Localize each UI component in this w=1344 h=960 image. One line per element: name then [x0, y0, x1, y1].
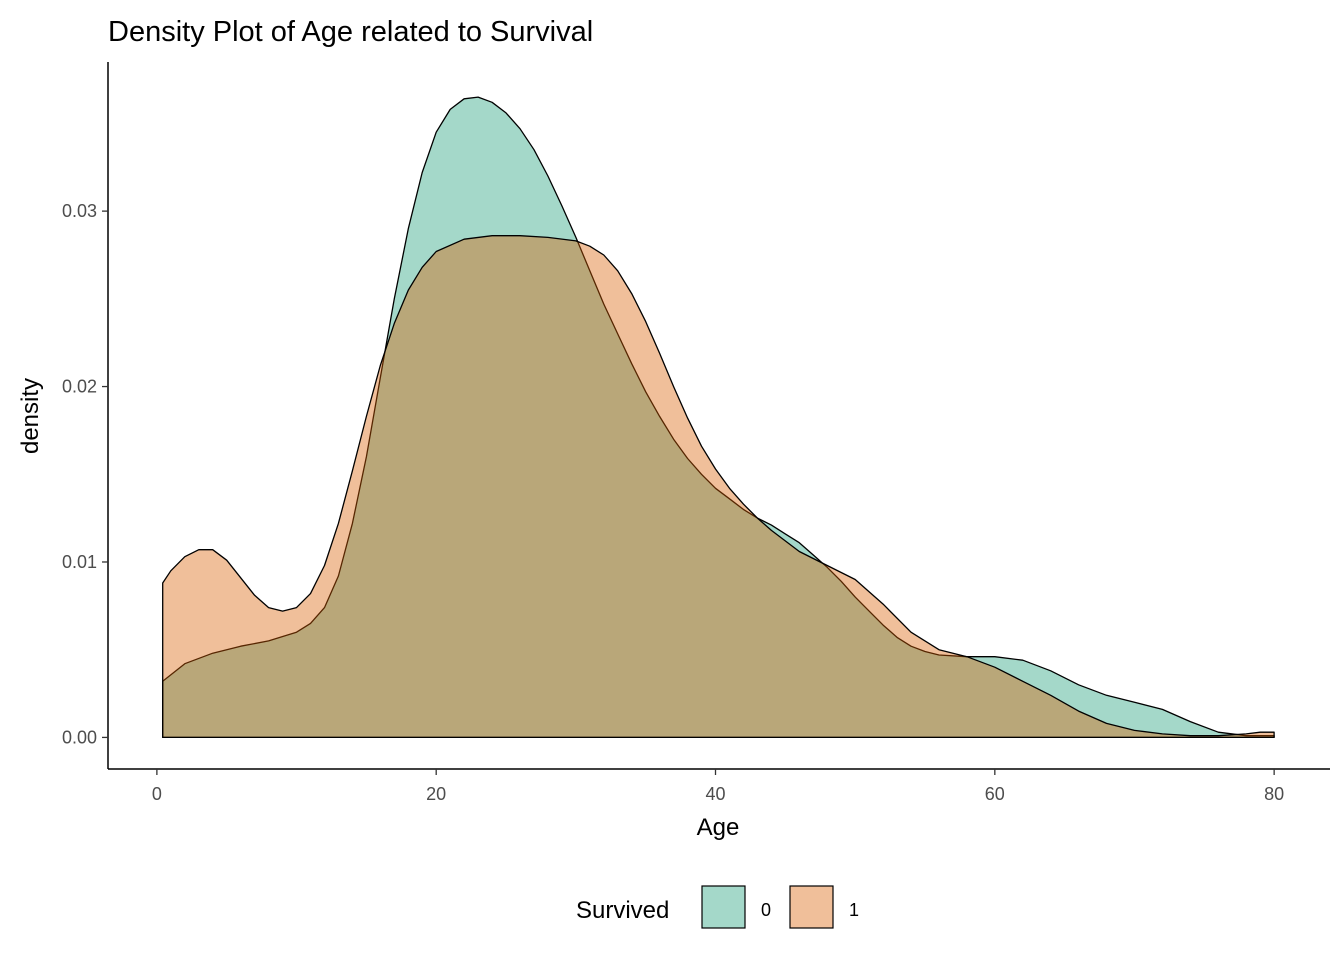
legend-label-0: 0: [761, 900, 771, 920]
y-axis-title: density: [17, 378, 44, 454]
legend: Survived 0 1: [576, 885, 859, 929]
density-area-1: [162, 235, 1275, 739]
x-tick-label: 0: [152, 784, 162, 804]
x-axis-title: Age: [697, 814, 740, 841]
density-areas: [162, 96, 1275, 739]
axes: [107, 62, 1330, 770]
y-tick-label: 0.01: [62, 552, 97, 572]
y-tick-label: 0.02: [62, 377, 97, 397]
x-tick-label: 40: [705, 784, 725, 804]
legend-key-0: [701, 885, 746, 929]
x-axis-ticks: 0 20 40 60 80: [152, 769, 1284, 804]
density-area-0: [162, 96, 1275, 739]
y-axis-ticks: 0.00 0.01 0.02 0.03: [62, 201, 108, 747]
legend-label-1: 1: [849, 900, 859, 920]
x-tick-label: 20: [426, 784, 446, 804]
legend-title: Survived: [576, 897, 669, 924]
chart-title: Density Plot of Age related to Survival: [108, 16, 593, 48]
x-tick-label: 60: [985, 784, 1005, 804]
y-tick-label: 0.00: [62, 727, 97, 747]
legend-key-1: [789, 885, 834, 929]
x-tick-label: 80: [1264, 784, 1284, 804]
y-tick-label: 0.03: [62, 201, 97, 221]
